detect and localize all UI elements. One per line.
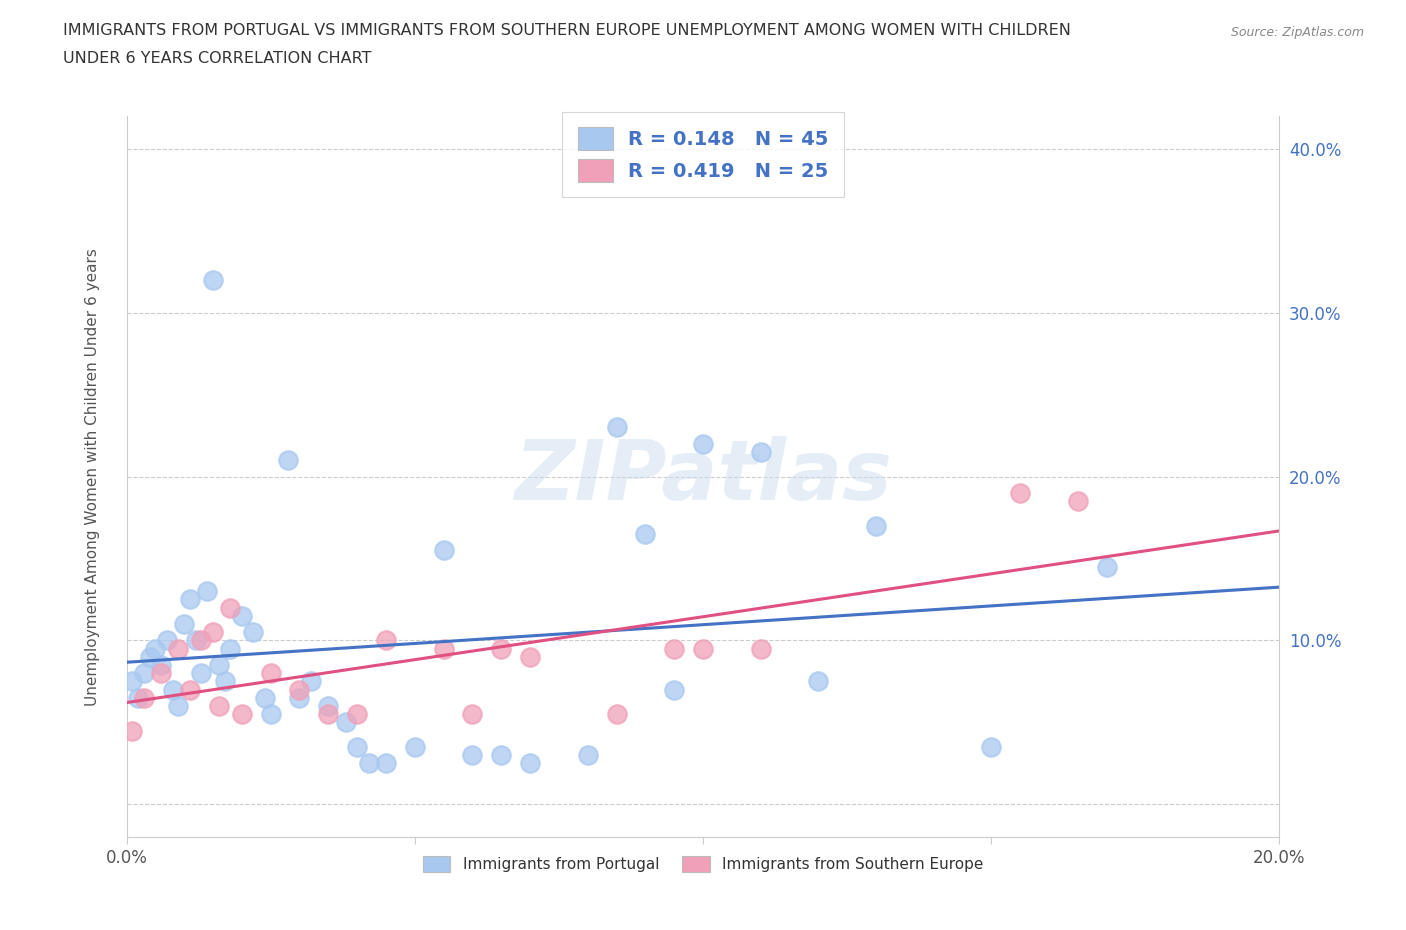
Point: [190, 666, 212, 681]
Point: [214, 674, 236, 689]
Point: [1010, 485, 1032, 500]
Point: [150, 666, 173, 681]
Point: [606, 420, 628, 435]
Point: [807, 674, 830, 689]
Point: [173, 617, 195, 631]
Point: [138, 649, 160, 664]
Point: [277, 453, 299, 468]
Point: [167, 641, 190, 656]
Point: [749, 445, 772, 459]
Point: [346, 707, 368, 722]
Point: [288, 682, 311, 697]
Point: [519, 756, 541, 771]
Y-axis label: Unemployment Among Women with Children Under 6 years: Unemployment Among Women with Children U…: [86, 247, 100, 706]
Point: [357, 756, 380, 771]
Point: [576, 748, 599, 763]
Point: [980, 739, 1002, 754]
Point: [195, 584, 218, 599]
Point: [121, 674, 143, 689]
Point: [865, 518, 887, 533]
Point: [184, 633, 207, 648]
Point: [132, 666, 155, 681]
Point: [606, 707, 628, 722]
Point: [167, 698, 190, 713]
Point: [219, 641, 242, 656]
Point: [242, 625, 264, 640]
Point: [231, 608, 253, 623]
Point: [461, 707, 484, 722]
Point: [374, 756, 398, 771]
Point: [404, 739, 426, 754]
Point: [208, 658, 231, 672]
Point: [1095, 559, 1118, 574]
Point: [461, 748, 484, 763]
Point: [491, 748, 513, 763]
Point: [132, 690, 155, 705]
Point: [202, 625, 225, 640]
Text: Source: ZipAtlas.com: Source: ZipAtlas.com: [1230, 26, 1364, 39]
Point: [202, 272, 225, 287]
Point: [179, 592, 201, 607]
Point: [664, 641, 686, 656]
Point: [259, 707, 281, 722]
Point: [346, 739, 368, 754]
Point: [162, 682, 184, 697]
Point: [692, 641, 714, 656]
Text: UNDER 6 YEARS CORRELATION CHART: UNDER 6 YEARS CORRELATION CHART: [63, 51, 371, 66]
Point: [318, 698, 340, 713]
Point: [190, 633, 212, 648]
Point: [664, 682, 686, 697]
Point: [335, 715, 357, 730]
Point: [692, 436, 714, 451]
Point: [253, 690, 276, 705]
Point: [121, 724, 143, 738]
Point: [519, 649, 541, 664]
Point: [374, 633, 398, 648]
Point: [156, 633, 179, 648]
Point: [259, 666, 281, 681]
Point: [208, 698, 231, 713]
Point: [145, 641, 166, 656]
Text: ZIPatlas: ZIPatlas: [515, 436, 891, 517]
Point: [288, 690, 311, 705]
Point: [179, 682, 201, 697]
Point: [219, 600, 242, 615]
Point: [491, 641, 513, 656]
Legend: Immigrants from Portugal, Immigrants from Southern Europe: Immigrants from Portugal, Immigrants fro…: [415, 848, 991, 880]
Point: [1067, 494, 1090, 509]
Point: [231, 707, 253, 722]
Point: [433, 641, 456, 656]
Point: [433, 543, 456, 558]
Text: IMMIGRANTS FROM PORTUGAL VS IMMIGRANTS FROM SOUTHERN EUROPE UNEMPLOYMENT AMONG W: IMMIGRANTS FROM PORTUGAL VS IMMIGRANTS F…: [63, 23, 1071, 38]
Point: [318, 707, 340, 722]
Point: [150, 658, 173, 672]
Point: [749, 641, 772, 656]
Point: [299, 674, 322, 689]
Point: [127, 690, 149, 705]
Point: [634, 526, 657, 541]
